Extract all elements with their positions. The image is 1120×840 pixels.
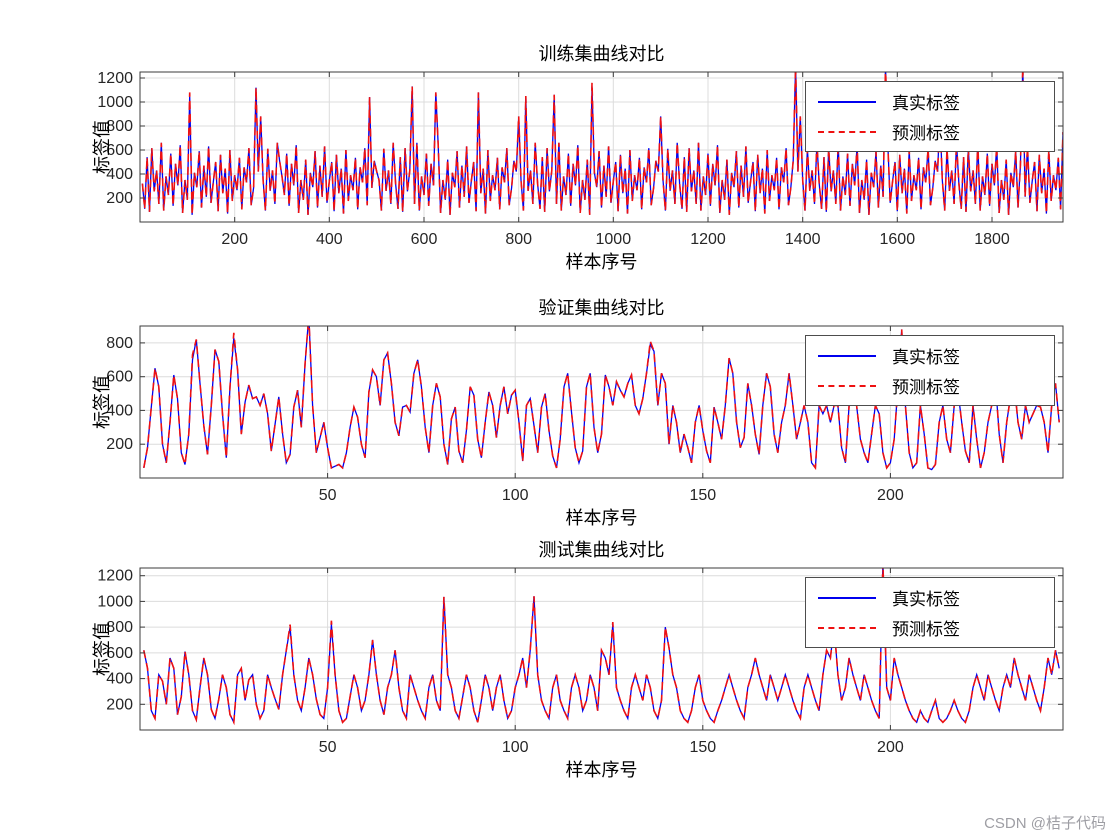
y-tick-label: 600 (106, 645, 133, 662)
legend-line-solid-icon (818, 354, 876, 357)
y-tick-label: 600 (106, 142, 133, 159)
x-tick-label: 200 (221, 231, 248, 248)
legend-validation: 真实标签 预测标签 (805, 335, 1055, 406)
y-tick-label: 1200 (97, 568, 133, 585)
axes-box (139, 71, 1064, 223)
x-tick-label: 800 (505, 231, 532, 248)
x-tick-label: 150 (689, 487, 716, 504)
axes-box (139, 325, 1064, 479)
legend-label-pred: 预测标签 (892, 620, 960, 639)
x-axis-label-train: 样本序号 (565, 252, 638, 272)
y-tick-label: 800 (106, 335, 133, 352)
legend-label-true: 真实标签 (892, 94, 960, 113)
x-tick-label: 50 (319, 487, 337, 504)
chart-title-validation: 验证集曲线对比 (538, 298, 665, 318)
y-tick-label: 400 (106, 402, 133, 419)
x-tick-label: 1000 (596, 231, 632, 248)
x-axis-label-validation: 样本序号 (565, 508, 638, 528)
legend-line-solid-icon (818, 596, 876, 599)
x-tick-label: 600 (411, 231, 438, 248)
x-tick-label: 1200 (690, 231, 726, 248)
x-axis-label-test: 样本序号 (565, 760, 638, 780)
x-tick-label: 100 (502, 739, 529, 756)
y-tick-label: 200 (106, 696, 133, 713)
y-axis-label-test: 标签值 (92, 622, 112, 676)
x-tick-label: 1800 (974, 231, 1010, 248)
y-tick-label: 600 (106, 369, 133, 386)
x-tick-label: 150 (689, 739, 716, 756)
y-tick-label: 400 (106, 671, 133, 688)
y-tick-label: 200 (106, 190, 133, 207)
series-line-pred (141, 72, 1063, 215)
chart-title-test: 测试集曲线对比 (538, 540, 665, 560)
legend-entry-true: 真实标签 (818, 585, 1042, 610)
axes-box (139, 567, 1064, 731)
legend-label-pred: 预测标签 (892, 378, 960, 397)
x-tick-label: 1400 (785, 231, 821, 248)
legend-line-solid-icon (818, 100, 876, 103)
legend-line-dashed-icon (818, 626, 876, 629)
x-tick-label: 50 (319, 739, 337, 756)
legend-train: 真实标签 预测标签 (805, 81, 1055, 152)
x-tick-label: 100 (502, 487, 529, 504)
y-tick-label: 800 (106, 118, 133, 135)
y-tick-label: 200 (106, 436, 133, 453)
csdn-watermark: CSDN @桔子代码 (984, 815, 1106, 832)
legend-entry-true: 真实标签 (818, 343, 1042, 368)
legend-label-true: 真实标签 (892, 590, 960, 609)
legend-line-dashed-icon (818, 384, 876, 387)
legend-label-pred: 预测标签 (892, 124, 960, 143)
x-tick-label: 1600 (880, 231, 916, 248)
legend-entry-pred: 预测标签 (818, 119, 1042, 144)
x-tick-label: 400 (316, 231, 343, 248)
y-tick-label: 1000 (97, 94, 133, 111)
y-axis-label-validation: 标签值 (92, 375, 112, 429)
legend-entry-pred: 预测标签 (818, 615, 1042, 640)
y-tick-label: 1200 (97, 70, 133, 87)
x-tick-label: 200 (877, 487, 904, 504)
series-line-pred (143, 568, 1060, 726)
y-tick-label: 800 (106, 619, 133, 636)
y-axis-label-train: 标签值 (92, 120, 112, 174)
legend-entry-true: 真实标签 (818, 89, 1042, 114)
legend-entry-pred: 预测标签 (818, 373, 1042, 398)
legend-line-dashed-icon (818, 130, 876, 133)
y-tick-label: 1000 (97, 593, 133, 610)
legend-label-true: 真实标签 (892, 348, 960, 367)
y-tick-label: 400 (106, 166, 133, 183)
chart-title-train: 训练集曲线对比 (538, 44, 665, 64)
series-line-pred (143, 326, 1060, 471)
x-tick-label: 200 (877, 739, 904, 756)
legend-test: 真实标签 预测标签 (805, 577, 1055, 648)
